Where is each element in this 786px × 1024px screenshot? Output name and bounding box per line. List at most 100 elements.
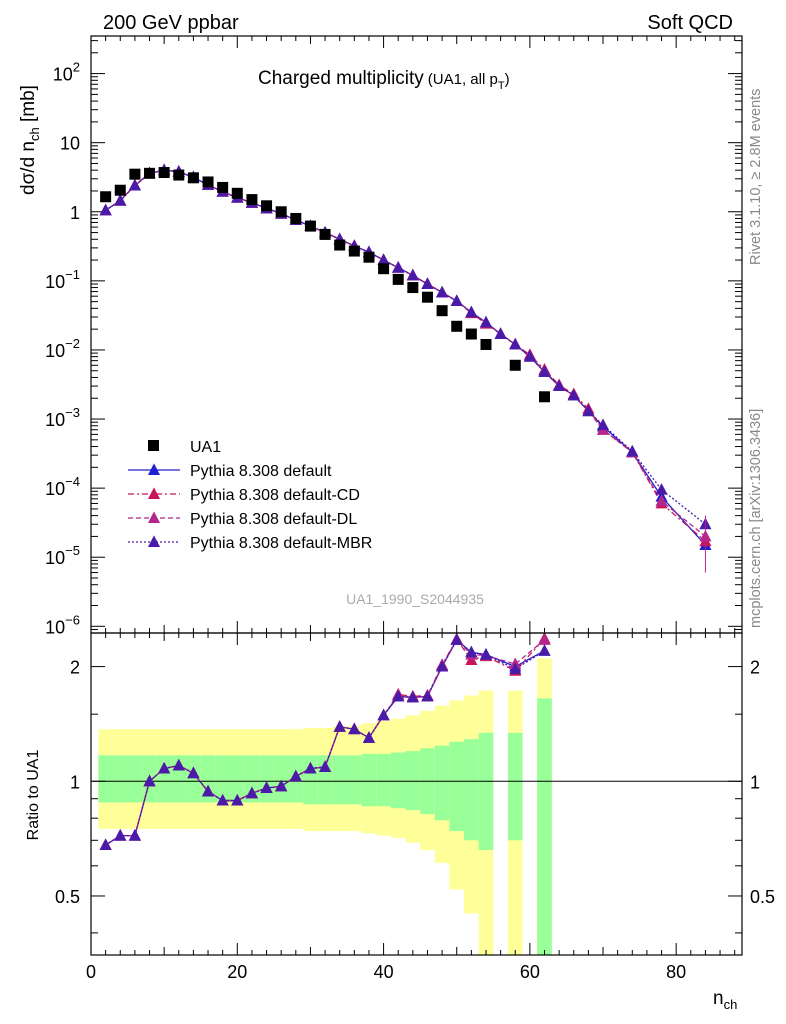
ua1-marker — [363, 251, 375, 263]
green-band-20 — [390, 752, 406, 809]
series-marker-3 — [626, 444, 639, 457]
green-band-8 — [215, 755, 230, 803]
legend-marker — [148, 440, 159, 451]
series-marker-3 — [114, 194, 127, 206]
series-marker-3 — [538, 365, 551, 377]
green-band-0 — [98, 755, 113, 803]
ua1-marker — [334, 239, 346, 251]
ua1-marker — [114, 184, 126, 196]
ua1-marker — [304, 220, 316, 232]
ratio-marker-3 — [260, 781, 273, 793]
ratio-marker-3 — [333, 720, 346, 732]
ratio-marker-3 — [216, 793, 229, 806]
green-band-26 — [478, 732, 494, 851]
series-marker-3 — [494, 327, 507, 339]
series-line-2 — [105, 169, 706, 537]
ua1-marker — [465, 328, 477, 340]
ratio-tick-label-right: 2 — [750, 658, 760, 678]
ratio-marker-3 — [245, 786, 258, 799]
ua1-marker — [173, 169, 185, 181]
ratio-marker-3 — [304, 761, 317, 774]
legend-label: UA1 — [190, 439, 221, 456]
ua1-marker — [509, 359, 521, 371]
legend-label: Pythia 8.308 default-DL — [190, 511, 357, 528]
header-left: 200 GeV ppbar — [103, 12, 239, 34]
legend-label: Pythia 8.308 default-CD — [190, 487, 360, 504]
ratio-tick-label: 2 — [70, 658, 80, 678]
green-band-19 — [376, 753, 391, 807]
series-marker-3 — [523, 350, 536, 362]
ua1-marker — [158, 167, 170, 179]
green-band-17 — [347, 755, 362, 805]
y-tick-label: 10−6 — [45, 612, 80, 637]
series-marker-3 — [655, 483, 668, 495]
ratio-marker-3 — [128, 829, 141, 841]
series-marker-3 — [436, 285, 449, 298]
series-marker-3 — [99, 203, 112, 216]
ua1-marker — [217, 181, 229, 193]
ratio-tick-label: 1 — [70, 772, 80, 792]
x-tick-label: 60 — [520, 962, 540, 982]
ua1-marker — [539, 391, 551, 403]
green-band-11 — [259, 755, 274, 803]
green-band-27 — [507, 732, 523, 841]
series-marker-3 — [421, 277, 434, 289]
ratio-tick-label-right: 1 — [750, 772, 760, 792]
green-band-23 — [434, 745, 450, 821]
ratio-marker-3 — [509, 662, 522, 675]
ratio-marker-3 — [275, 779, 288, 792]
legend-label: Pythia 8.308 default-MBR — [190, 535, 372, 552]
side-text-top: Rivet 3.1.10, ≥ 2.8M events — [748, 89, 764, 265]
ratio-marker-3 — [421, 689, 434, 702]
legend-marker — [147, 535, 161, 547]
ua1-marker — [421, 291, 433, 303]
x-tick-label: 40 — [374, 962, 394, 982]
x-tick-label: 20 — [227, 962, 247, 982]
ratio-marker-3 — [99, 838, 112, 851]
ratio-marker-2 — [538, 633, 551, 645]
y-tick-label: 10−2 — [45, 336, 80, 361]
series-marker-2 — [655, 494, 668, 507]
top-y-label: dσ/d nch [mb] — [18, 85, 42, 195]
ua1-marker — [392, 273, 404, 285]
chart-title: Charged multiplicity (UA1, all pT) — [258, 68, 510, 92]
ratio-marker-3 — [377, 708, 390, 721]
y-tick-label: 10 — [60, 134, 80, 154]
ratio-marker-3 — [362, 731, 376, 743]
ua1-marker — [187, 172, 199, 184]
ratio-marker-3 — [406, 690, 419, 703]
series-line-1 — [105, 169, 706, 542]
y-tick-label: 10−5 — [45, 543, 80, 568]
legend: UA1 Pythia 8.308 default Pythia 8.308 defa… — [128, 439, 372, 552]
ratio-marker-3 — [289, 769, 302, 782]
series-marker-3 — [465, 305, 478, 318]
y-tick-label: 10−1 — [45, 267, 80, 292]
series-marker-3 — [582, 404, 595, 417]
series-marker-3 — [450, 294, 463, 307]
ratio-marker-3 — [348, 722, 361, 735]
ratio-marker-3 — [319, 760, 332, 772]
series-marker-3 — [553, 379, 566, 392]
y-tick-label: 10−4 — [45, 474, 80, 499]
tick-labels: 0 20 40 60 80 102 10 1 10−1 10−2 10−3 10−4 10−5 10−6 2… — [45, 60, 775, 982]
side-text-bottom: mcplots.cern.ch [arXiv:1306.3436] — [748, 409, 764, 628]
top-series — [99, 163, 712, 573]
ratio-marker-3 — [187, 766, 200, 779]
ua1-marker — [202, 176, 214, 188]
ua1-marker — [144, 167, 156, 179]
ratio-marker-3 — [201, 784, 215, 797]
ua1-marker — [100, 191, 112, 203]
ua1-marker — [480, 338, 492, 350]
ua1-marker — [436, 305, 448, 317]
ratio-marker-3 — [158, 761, 171, 774]
ua1-marker — [231, 187, 243, 199]
green-band-28 — [537, 698, 552, 955]
series-marker-3 — [392, 261, 405, 273]
ratio-marker-3 — [479, 648, 493, 660]
ratio-uncertainty-bands — [98, 658, 552, 955]
ua1-marker — [290, 212, 302, 224]
ratio-marker-3 — [392, 689, 405, 702]
y-tick-label: 10−3 — [45, 405, 80, 430]
ua1-marker — [246, 194, 258, 206]
